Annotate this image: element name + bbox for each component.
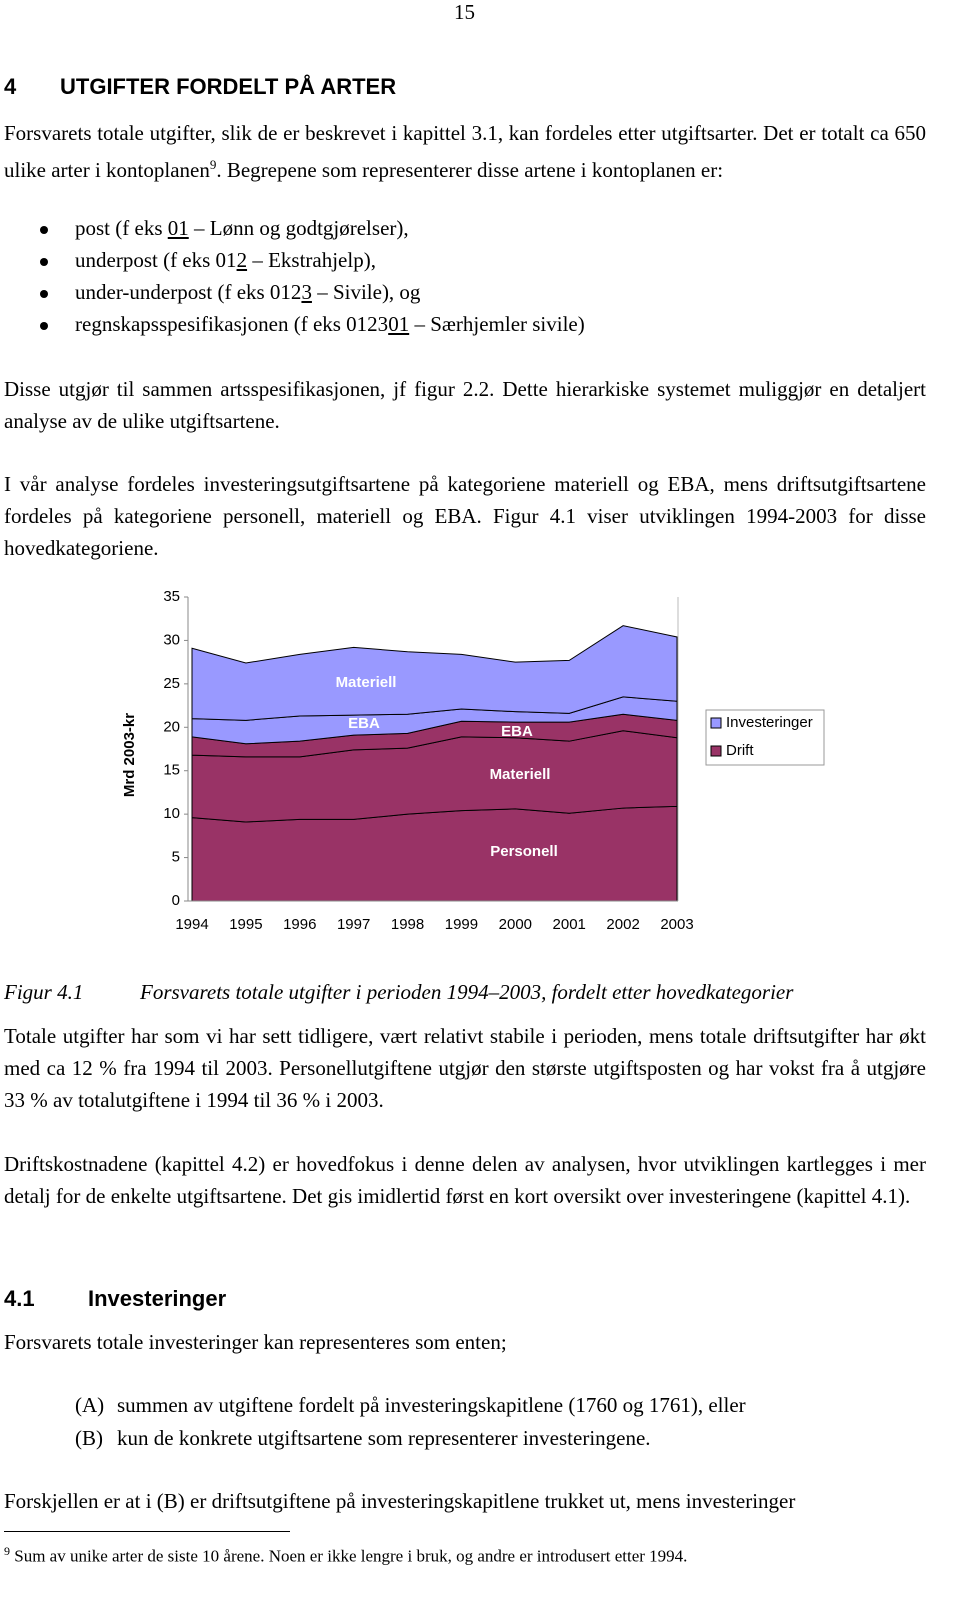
text: . Begrepene som representerer disse arte… [216,158,724,182]
bullet-item: regnskapsspesifikasjonen (f eks 012301 –… [75,312,585,337]
legend-swatch [710,717,722,729]
paragraph: Forskjellen er at i (B) er driftsutgifte… [4,1489,796,1513]
x-tick-label: 2003 [660,916,693,933]
x-tick-label: 1996 [283,916,316,933]
bullet-item: underpost (f eks 012 – Ekstrahjelp), [75,248,376,273]
x-tick-label: 1995 [229,916,262,933]
list-text: kun de konkrete utgiftsartene som repres… [117,1426,651,1450]
text: underpost (f eks 01 [75,248,237,272]
y-tick-label: 20 [163,718,180,735]
x-tick-label: 1998 [391,916,424,933]
caption-label: Figur 4.1 [4,980,84,1004]
text: post (f eks [75,216,168,240]
footnote-rule [4,1531,290,1532]
y-tick-label: 25 [163,675,180,692]
list-marker: (B) [75,1426,103,1450]
x-tick-label: 1997 [337,916,370,933]
text: – Særhjemler sivile) [409,312,585,336]
y-tick-label: 10 [163,805,180,822]
y-tick-label: 35 [163,588,180,605]
text: under-underpost (f eks 012 [75,280,302,304]
underlined-text: 01 [167,216,189,240]
area [191,625,678,721]
heading-number: 4 [4,74,17,99]
y-axis-label: Mrd 2003-kr [121,713,138,797]
text: – Sivile), og [311,280,421,304]
y-tick-label: 30 [163,631,180,648]
series-label: Materiell [490,766,551,783]
paragraph: Disse utgjør til sammen artsspesifikasjo… [4,377,926,433]
footnote: 9 Sum av unike arter de siste 10 årene. … [4,1544,687,1567]
footnote-ref: 9 [209,157,217,172]
underlined-text: 3 [301,280,312,304]
caption-text: Forsvarets totale utgifter i perioden 19… [140,980,794,1004]
y-tick-label: 0 [172,892,180,909]
paragraph: Forsvarets totale utgifter, slik de er b… [4,117,926,186]
legend-label: Drift [726,742,754,759]
series-label: Personell [490,843,558,860]
paragraph: Driftskostnadene (kapittel 4.2) er hoved… [4,1152,926,1208]
list-marker: (A) [75,1393,105,1417]
x-tick-label: 2000 [499,916,532,933]
text: – Ekstrahjelp), [247,248,376,272]
bullet-item: post (f eks 01 – Lønn og godtgjørelser), [75,216,409,241]
underlined-text: 2 [236,248,248,272]
y-tick-label: 15 [163,762,180,779]
footnote-text: Sum av unike arter de siste 10 årene. No… [14,1546,688,1566]
underlined-text: 01 [388,312,410,336]
page-number: 15 [454,0,475,24]
bullet-item: under-underpost (f eks 0123 – Sivile), o… [75,280,420,305]
text: – Lønn og godtgjørelser), [188,216,409,240]
y-tick-label: 5 [172,849,180,866]
list-text: summen av utgiftene fordelt på investeri… [117,1393,746,1417]
legend-label: Investeringer [726,714,813,731]
section-title: Investeringer [88,1286,227,1311]
bullet-dot [40,258,48,266]
x-tick-label: 1994 [175,916,208,933]
chart: Mrd 2003-kr Personell Materiell EBA EBA Mate… [121,588,825,933]
x-tick-label: 1999 [445,916,478,933]
footnote-number: 9 [4,1544,10,1558]
x-tick-label: 2001 [553,916,586,933]
bullet-dot [40,322,48,330]
paragraph: Totale utgifter har som vi har sett tidl… [4,1024,926,1112]
paragraph: Forsvarets totale investeringer kan repr… [4,1330,507,1354]
series-label: EBA [348,715,380,732]
paragraph: I vår analyse fordeles investeringsutgif… [4,472,926,560]
series-label: EBA [501,723,533,740]
legend-swatch [710,745,722,757]
section-number: 4.1 [4,1286,35,1311]
legend-box [705,709,825,766]
x-tick-label: 2002 [606,916,639,933]
bullet-dot [40,226,48,234]
series-label: Materiell [336,674,397,691]
heading-title: UTGIFTER FORDELT PÅ ARTER [60,74,397,99]
text: regnskapsspesifikasjonen (f eks 0123 [75,312,389,336]
text: Forsvarets totale utgifter, slik de er b… [4,121,926,182]
bullet-dot [40,290,48,298]
